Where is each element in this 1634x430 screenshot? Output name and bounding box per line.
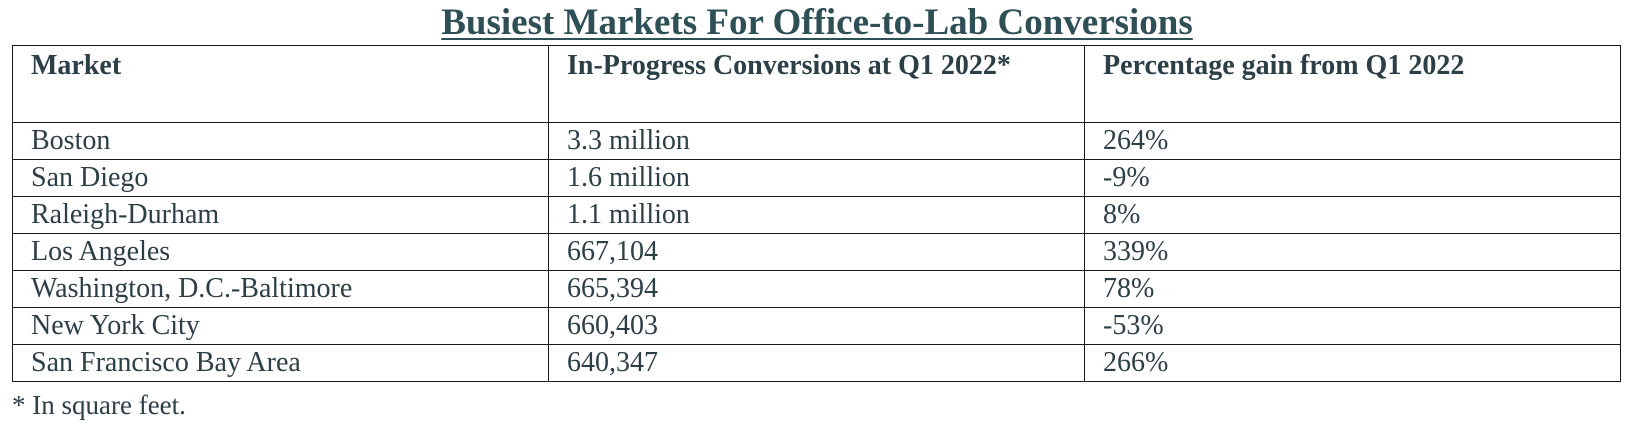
column-header-market: Market [12, 45, 549, 123]
cell-market: Raleigh-Durham [12, 196, 549, 234]
cell-conversions: 665,394 [548, 270, 1085, 308]
cell-percentage-gain: 339% [1084, 233, 1621, 271]
cell-percentage-gain: 266% [1084, 344, 1621, 382]
table-header-row: Market In-Progress Conversions at Q1 202… [12, 45, 1621, 123]
table-row: New York City 660,403 -53% [12, 307, 1621, 345]
table-row: Boston 3.3 million 264% [12, 122, 1621, 160]
table-row: San Francisco Bay Area 640,347 266% [12, 344, 1621, 382]
cell-conversions: 667,104 [548, 233, 1085, 271]
cell-percentage-gain: -9% [1084, 159, 1621, 197]
table-row: Los Angeles 667,104 339% [12, 233, 1621, 271]
column-header-percentage-gain: Percentage gain from Q1 2022 [1084, 45, 1621, 123]
column-header-conversions: In-Progress Conversions at Q1 2022* [548, 45, 1085, 123]
cell-market: Boston [12, 122, 549, 160]
cell-conversions: 1.1 million [548, 196, 1085, 234]
table-row: Raleigh-Durham 1.1 million 8% [12, 196, 1621, 234]
markets-table: Market In-Progress Conversions at Q1 202… [12, 45, 1621, 382]
page-title-text: Busiest Markets For Office-to-Lab Conver… [441, 2, 1193, 43]
cell-market: Washington, D.C.-Baltimore [12, 270, 549, 308]
table-row: Washington, D.C.-Baltimore 665,394 78% [12, 270, 1621, 308]
cell-percentage-gain: -53% [1084, 307, 1621, 345]
cell-percentage-gain: 78% [1084, 270, 1621, 308]
cell-conversions: 660,403 [548, 307, 1085, 345]
table-row: San Diego 1.6 million -9% [12, 159, 1621, 197]
cell-conversions: 640,347 [548, 344, 1085, 382]
footnote: * In square feet. [12, 390, 186, 420]
cell-conversions: 3.3 million [548, 122, 1085, 160]
cell-market: Los Angeles [12, 233, 549, 271]
cell-conversions: 1.6 million [548, 159, 1085, 197]
cell-percentage-gain: 8% [1084, 196, 1621, 234]
cell-market: San Francisco Bay Area [12, 344, 549, 382]
cell-market: New York City [12, 307, 549, 345]
cell-market: San Diego [12, 159, 549, 197]
cell-percentage-gain: 264% [1084, 122, 1621, 160]
page-title: Busiest Markets For Office-to-Lab Conver… [0, 2, 1634, 44]
